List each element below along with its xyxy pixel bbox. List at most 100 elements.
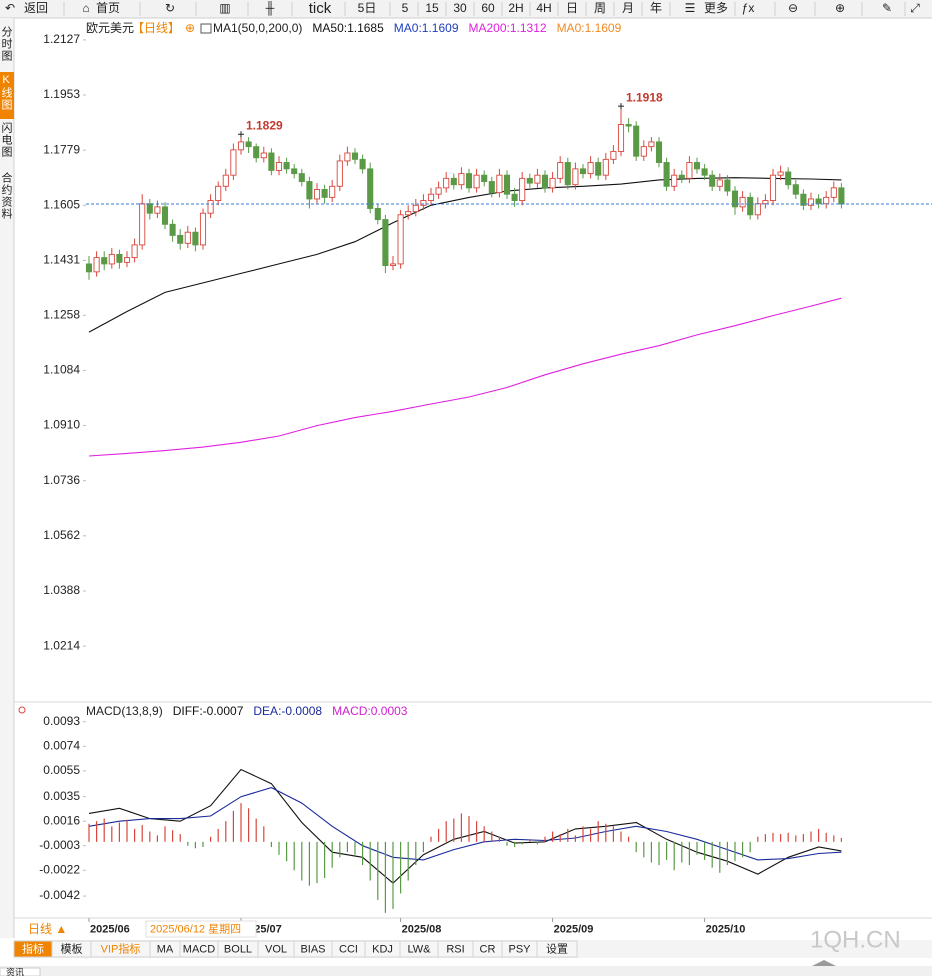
candle-body	[405, 211, 412, 216]
bottom-tab[interactable]: 模板	[61, 941, 83, 955]
toolbar-button[interactable]: 2H	[508, 1, 523, 15]
toolbar-button[interactable]: 60	[481, 1, 495, 15]
toolbar-button[interactable]: 5日	[358, 1, 377, 15]
candle-body	[633, 125, 640, 157]
bottom-tab[interactable]: MACD	[183, 943, 215, 955]
y-tick-label: 1.1953	[43, 87, 80, 101]
candle-body	[192, 231, 199, 246]
bottom-tab[interactable]: RSI	[446, 943, 464, 955]
candle-body	[298, 173, 305, 182]
bottom-tab[interactable]: VOL	[265, 943, 287, 955]
y-tick-label: 1.0910	[43, 418, 80, 432]
toolbar-icon[interactable]: ⤢	[909, 1, 920, 15]
indicator-settings-icon[interactable]	[18, 706, 26, 714]
candle-body	[473, 174, 480, 189]
toolbar-icon[interactable]: ƒx	[742, 1, 755, 15]
toolbar-icon[interactable]: ⊕	[835, 1, 845, 15]
add-icon[interactable]: ⊕	[185, 21, 195, 35]
candle-body	[823, 196, 830, 205]
x-tick-label: 2025/08	[402, 923, 442, 935]
toolbar-button[interactable]: 更多	[704, 1, 728, 15]
toolbar-icon[interactable]: ✎	[882, 1, 892, 15]
high-marker	[618, 103, 624, 110]
toolbar-button[interactable]: 月	[622, 1, 634, 15]
footer-tab[interactable]: 资讯	[6, 967, 24, 976]
candle-body	[389, 263, 397, 266]
y-tick-label: -0.0022	[39, 862, 80, 876]
candle-body	[93, 257, 100, 273]
toolbar-button[interactable]: 5	[402, 1, 409, 15]
toolbar-button[interactable]: 首页	[96, 1, 120, 15]
toolbar-button[interactable]: 年	[650, 1, 662, 15]
candle-body	[222, 174, 229, 187]
bottom-tab[interactable]: CR	[480, 943, 496, 955]
candle-body	[678, 174, 685, 179]
candle-body	[321, 189, 328, 198]
candle-body	[572, 168, 579, 186]
toolbar-button[interactable]: 30	[453, 1, 467, 15]
legend-entry: DEA:-0.0008	[253, 704, 322, 718]
toolbar-button[interactable]: 周	[594, 1, 606, 15]
indicator-icon[interactable]	[200, 23, 212, 34]
side-tab[interactable]: 合约资料	[0, 171, 13, 220]
candle-body	[139, 203, 146, 246]
indicator-line	[88, 297, 842, 457]
candle-body	[579, 168, 587, 175]
candle-body	[777, 171, 784, 176]
candle-body	[420, 200, 427, 206]
toolbar-button[interactable]: tick	[309, 0, 332, 17]
side-tab[interactable]: 分时图	[0, 26, 13, 62]
date-tooltip-box	[145, 920, 257, 938]
period-button[interactable]: 日线 ▲	[28, 922, 67, 936]
candle-body	[116, 253, 123, 263]
bottom-tab[interactable]: LW&	[407, 943, 431, 955]
toolbar-button[interactable]: 15	[425, 1, 439, 15]
toolbar-button[interactable]: 日	[566, 1, 578, 15]
candle-body	[427, 193, 435, 201]
bottom-tab[interactable]: CCI	[339, 943, 358, 955]
candle-body	[610, 150, 617, 160]
toolbar-button[interactable]: 返回	[24, 1, 48, 15]
candle-body	[511, 193, 518, 201]
legend-entry: MA0:1.1609	[557, 21, 622, 35]
toolbar-icon[interactable]: ▥	[219, 1, 230, 15]
scroll-handle[interactable]	[812, 960, 836, 966]
toolbar-icon[interactable]: ⌂	[82, 1, 89, 15]
candle-body	[762, 200, 769, 205]
bottom-tab[interactable]: BIAS	[300, 943, 325, 955]
y-tick-label: 0.0035	[43, 789, 80, 803]
candle-body	[450, 177, 457, 186]
x-tick-label: 2025/10	[706, 923, 746, 935]
side-tab[interactable]: 闪电图	[0, 121, 13, 158]
bottom-tab[interactable]: BOLL	[224, 943, 252, 955]
candle-body	[701, 168, 708, 176]
bottom-tab[interactable]: PSY	[508, 943, 531, 955]
y-tick-label: 1.0736	[43, 473, 80, 487]
legend-entry: MA50:1.1685	[312, 21, 384, 35]
bottom-tab[interactable]: VIP指标	[101, 941, 141, 955]
side-tab[interactable]: K线图	[0, 74, 13, 111]
candle-body	[838, 187, 845, 205]
candle-body	[792, 184, 799, 195]
toolbar-icon[interactable]: ╫	[265, 1, 275, 16]
bottom-tab[interactable]: 指标	[22, 941, 44, 955]
toolbar-icon[interactable]: ↻	[165, 1, 175, 15]
candle-body	[655, 141, 663, 163]
y-tick-label: 0.0055	[43, 763, 80, 777]
toolbar-button[interactable]: 4H	[536, 1, 551, 15]
bottom-tab[interactable]: 设置	[546, 942, 568, 955]
toolbar-icon[interactable]: ↶	[5, 1, 15, 15]
toolbar-icon[interactable]: ☰	[685, 1, 696, 15]
y-tick-label: 1.0214	[43, 638, 80, 652]
candle-body	[587, 162, 594, 175]
bottom-tab[interactable]: KDJ	[372, 943, 393, 955]
candle-body	[184, 231, 191, 244]
candle-body	[716, 179, 723, 187]
y-tick-label: 1.1084	[43, 363, 80, 377]
candle-body	[199, 212, 207, 246]
candle-body	[260, 152, 267, 159]
bottom-tab[interactable]: MA	[157, 943, 174, 955]
candle-body	[465, 173, 473, 189]
toolbar-icon[interactable]: ⊖	[788, 1, 798, 15]
